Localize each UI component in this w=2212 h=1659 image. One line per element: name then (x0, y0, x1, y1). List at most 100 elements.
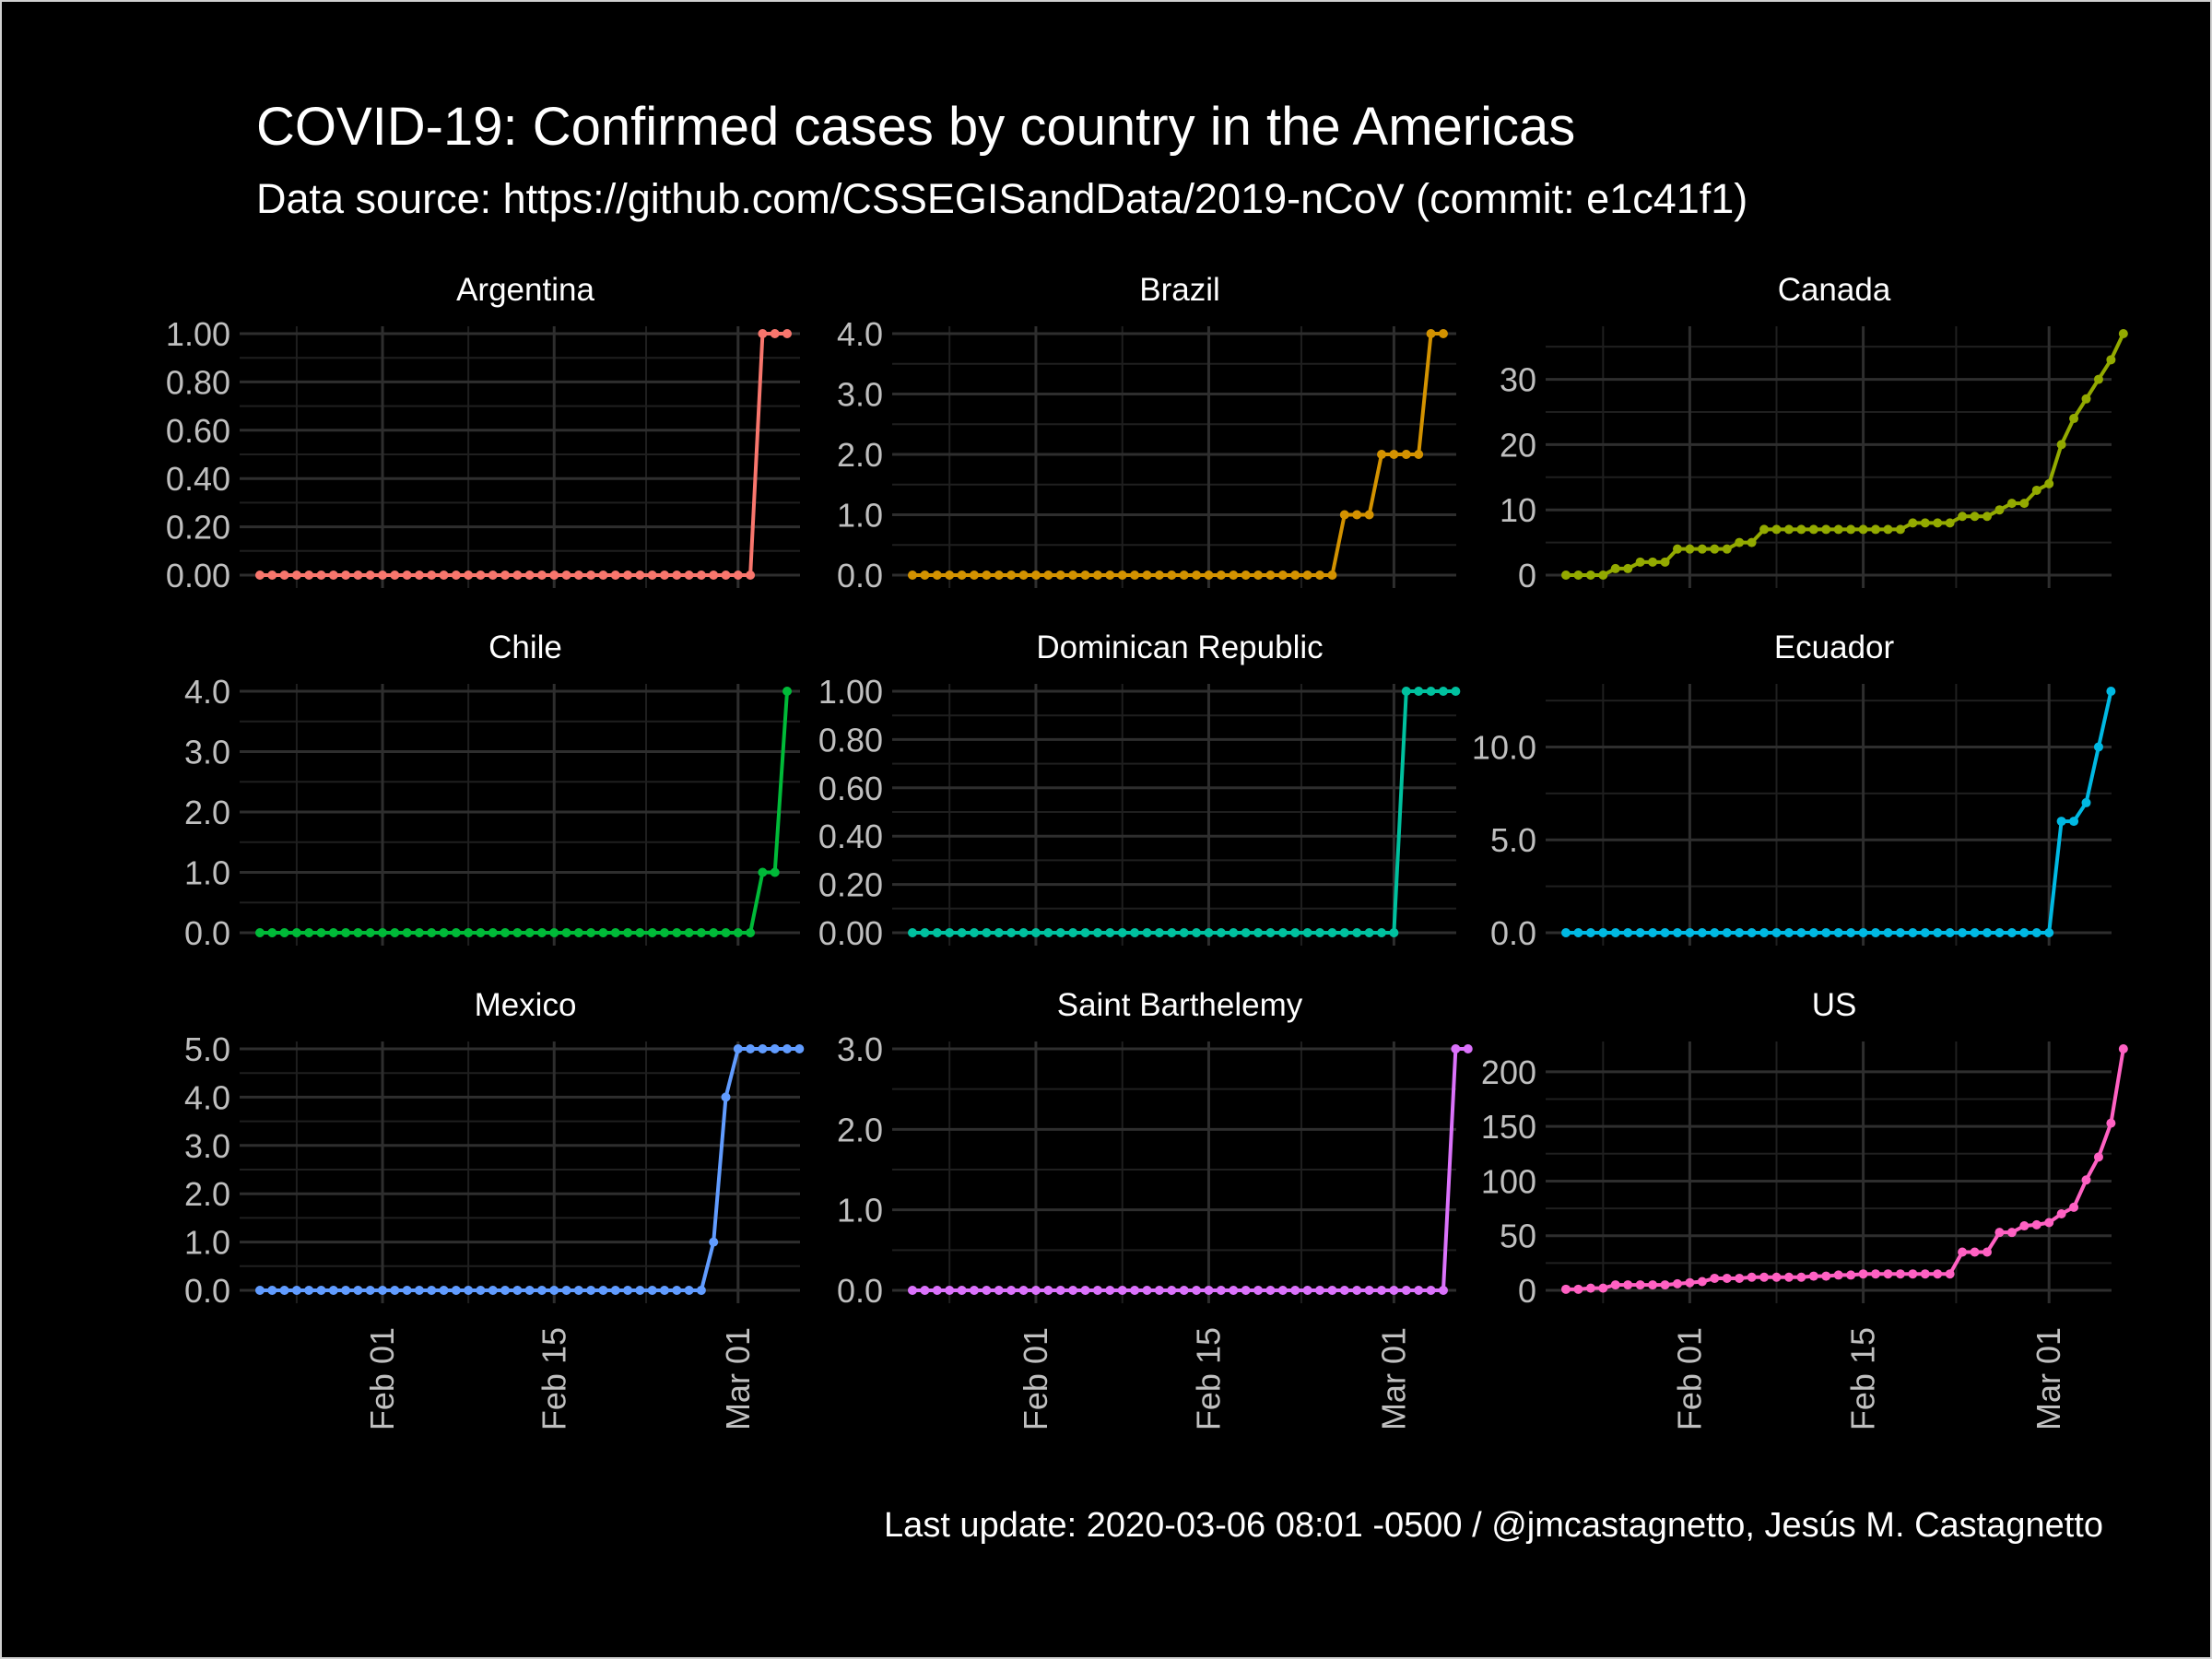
y-tick-label: 1.0 (184, 854, 230, 892)
data-point (1833, 1270, 1843, 1280)
data-point (721, 928, 731, 937)
data-point (659, 928, 669, 937)
data-point (1364, 928, 1374, 937)
y-tick-label: 5.0 (1490, 821, 1536, 859)
data-point (1783, 524, 1794, 535)
data-point (1105, 571, 1115, 580)
data-point (1315, 928, 1325, 937)
data-point (1006, 1286, 1017, 1295)
data-point (512, 1286, 523, 1295)
data-point (1377, 450, 1386, 459)
data-point (1018, 1286, 1029, 1295)
data-point (2044, 478, 2054, 488)
data-point (945, 1286, 955, 1295)
x-tick-label: Mar 01 (2030, 1327, 2067, 1430)
data-point (524, 571, 535, 580)
data-point (1697, 928, 1707, 937)
data-point (1982, 512, 1992, 522)
data-point (549, 928, 559, 937)
data-point (1117, 928, 1127, 937)
data-point (1241, 1286, 1251, 1295)
data-point (1241, 571, 1251, 580)
data-point (1648, 557, 1658, 567)
data-point (1426, 687, 1436, 696)
data-point (1771, 1272, 1782, 1282)
data-point (328, 1286, 338, 1295)
y-tick-label: 0.20 (818, 866, 883, 904)
data-point (623, 1286, 633, 1295)
y-tick-label: 4.0 (184, 673, 230, 711)
data-point (770, 1044, 780, 1053)
data-point (1229, 571, 1239, 580)
data-point (1327, 571, 1337, 580)
panel-saint-barthelemy: Saint Barthelemy 0.0 1.0 2.0 3.0 Feb 01 Feb 15… (837, 987, 1473, 1430)
data-point (1735, 537, 1745, 547)
y-tick-label: 1.00 (166, 315, 230, 353)
data-point (1167, 1286, 1177, 1295)
data-point (2056, 1209, 2066, 1219)
data-point (1722, 1273, 1732, 1283)
x-tick-label: Feb 15 (535, 1327, 572, 1430)
data-point (1315, 571, 1325, 580)
data-point (1043, 571, 1053, 580)
data-point (1142, 1286, 1152, 1295)
data-point (390, 571, 400, 580)
data-point (1018, 571, 1029, 580)
data-point (1030, 928, 1041, 937)
data-point (1697, 1277, 1707, 1287)
data-point (1339, 928, 1349, 937)
data-point (353, 571, 363, 580)
data-point (1364, 1286, 1374, 1295)
data-point (770, 867, 780, 877)
data-point (2044, 1218, 2054, 1228)
data-point (696, 571, 706, 580)
data-point (1216, 928, 1226, 937)
data-point (1080, 1286, 1090, 1295)
data-point (1339, 510, 1349, 520)
data-point (1994, 928, 2005, 937)
data-point (610, 928, 620, 937)
data-point (291, 1286, 301, 1295)
data-point (1414, 687, 1424, 696)
data-point (524, 1286, 535, 1295)
panel-argentina: Argentina 0.00 0.20 0.40 0.60 0.80 1.00 (166, 272, 800, 594)
data-point (1573, 1284, 1583, 1294)
panel-dominican-republic: Dominican Republic 0.00 0.20 0.40 0.60 0.80 1.… (818, 629, 1461, 952)
data-point (1895, 1269, 1905, 1279)
data-point (439, 1286, 449, 1295)
data-point (1401, 1286, 1411, 1295)
data-point (2093, 374, 2103, 384)
data-point (1438, 1286, 1448, 1295)
x-tick-label: Feb 01 (1670, 1327, 1708, 1430)
data-point (586, 1286, 596, 1295)
data-point (1933, 928, 1943, 937)
data-point (610, 1286, 620, 1295)
data-point (1660, 557, 1670, 567)
data-point (476, 571, 486, 580)
y-tick-label: 0.0 (184, 1272, 230, 1310)
data-point (316, 928, 326, 937)
y-tick-label: 0.40 (818, 818, 883, 855)
data-point (1685, 1277, 1695, 1288)
data-point (1771, 928, 1782, 937)
data-point (721, 1092, 731, 1102)
data-point (957, 928, 967, 937)
data-point (770, 329, 780, 338)
panel-brazil: Brazil 0.0 1.0 2.0 3.0 4.0 (837, 272, 1456, 594)
data-point (402, 928, 412, 937)
data-point (1808, 524, 1818, 535)
data-point (2069, 1202, 2079, 1212)
data-point (279, 928, 289, 937)
panel-strip-label: US (1812, 987, 1857, 1023)
data-point (586, 571, 596, 580)
data-point (1265, 928, 1276, 937)
data-point (1585, 928, 1595, 937)
data-point (1253, 928, 1264, 937)
y-tick-label: 4.0 (184, 1078, 230, 1116)
data-point (1154, 1286, 1164, 1295)
data-point (1895, 524, 1905, 535)
data-point (1710, 544, 1720, 554)
y-tick-label: 0.00 (166, 557, 230, 594)
data-point (1735, 928, 1745, 937)
data-point (1970, 928, 1980, 937)
